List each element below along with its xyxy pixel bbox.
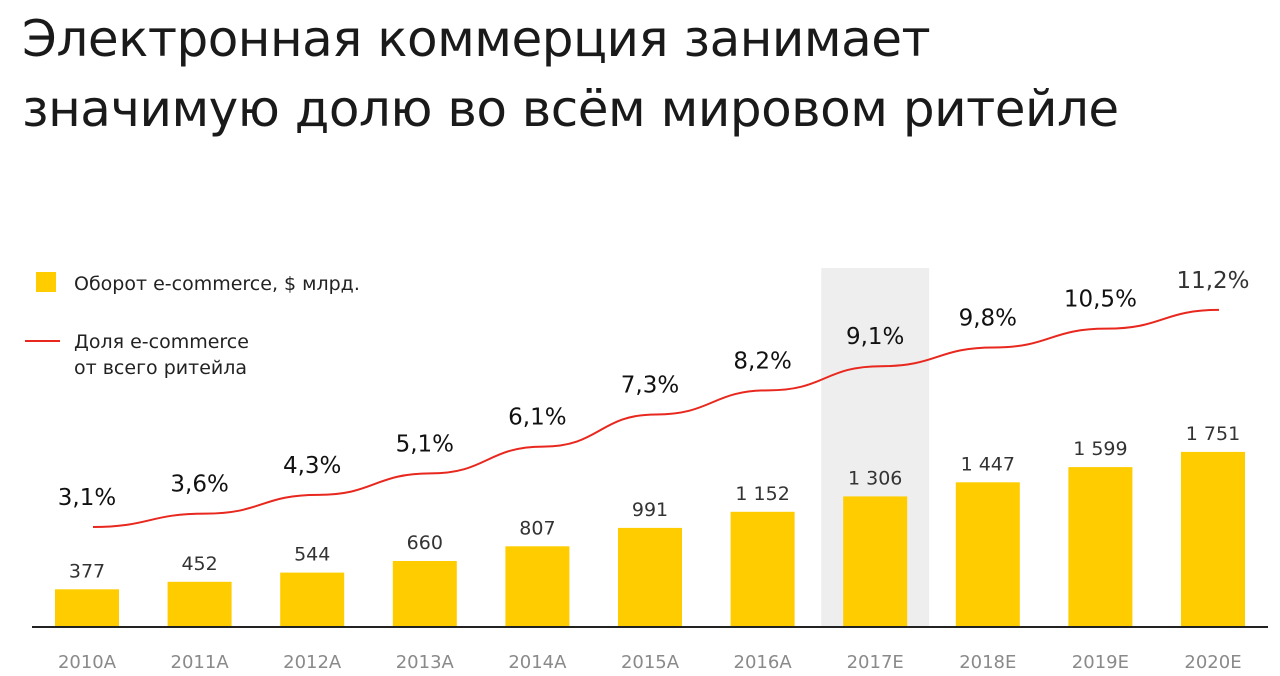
- bar-2012A: [280, 572, 345, 627]
- x-tick-label-2020E: 2020E: [1184, 652, 1241, 673]
- bar-value-label-2013A: 660: [407, 532, 443, 554]
- bar-value-label-2015A: 991: [632, 499, 668, 521]
- bar-value-label-2020E: 1 751: [1186, 423, 1240, 445]
- x-tick-label-2016A: 2016A: [734, 652, 793, 673]
- bar-2011A: [167, 581, 232, 627]
- share-value-label-2011A: 3,6%: [170, 472, 228, 498]
- share-value-label-2018E: 9,8%: [959, 305, 1017, 331]
- x-tick-label-2010A: 2010A: [58, 652, 117, 673]
- page-title-line-1: Электронная коммерция занимает: [22, 10, 931, 68]
- share-value-label-2012A: 4,3%: [283, 453, 341, 479]
- page-title: Электронная коммерция занимает значимую …: [22, 4, 1119, 144]
- share-value-label-2015A: 7,3%: [621, 372, 679, 398]
- x-tick-label-2014A: 2014A: [508, 652, 567, 673]
- bar-2019E: [1068, 467, 1133, 627]
- bar-2014A: [505, 546, 570, 627]
- share-value-label-2010A: 3,1%: [58, 485, 116, 511]
- legend-bar-label: Оборот e-commerce, $ млрд.: [74, 273, 360, 295]
- page-title-line-2: значимую долю во всём мировом ритейле: [22, 80, 1119, 138]
- legend-line-label-1: Доля e-commerce: [74, 331, 249, 353]
- bar-2013A: [392, 561, 457, 627]
- legend-line-label-2: от всего ритейла: [74, 357, 247, 379]
- x-tick-labels: 2010A 2011A 2012A 2013A 2014A 2015A 2016A 2017E…: [58, 652, 1242, 673]
- bar-2018E: [955, 482, 1020, 627]
- x-tick-label-2012A: 2012A: [283, 652, 342, 673]
- x-tick-label-2013A: 2013A: [396, 652, 455, 673]
- x-tick-label-2019E: 2019E: [1072, 652, 1129, 673]
- share-value-label-2020E: 11,2%: [1176, 268, 1249, 294]
- bar-value-label-2016A: 1 152: [735, 483, 789, 505]
- bars: [55, 451, 1245, 627]
- bar-value-labels: 377 452 544 660 807 991 1 152 1 306 1 447 1 599 1 …: [69, 423, 1240, 582]
- share-value-labels: 3,1% 3,6% 4,3% 5,1% 6,1% 7,3% 8,2% 9,1% 9,8% 10,5…: [58, 268, 1250, 511]
- bar-value-label-2014A: 807: [519, 517, 555, 539]
- share-line-group: [92, 308, 1220, 528]
- x-tick-label-2015A: 2015A: [621, 652, 680, 673]
- bar-2020E: [1181, 451, 1245, 627]
- bar-2015A: [618, 527, 682, 627]
- share-line: [92, 308, 1220, 528]
- share-value-label-2014A: 6,1%: [508, 405, 566, 431]
- bar-value-label-2011A: 452: [181, 553, 217, 575]
- bar-2017E: [843, 496, 908, 627]
- bar-value-label-2010A: 377: [69, 560, 105, 582]
- bar-value-label-2017E: 1 306: [848, 467, 902, 489]
- legend-bar-swatch: [36, 272, 56, 292]
- share-value-label-2016A: 8,2%: [733, 348, 791, 374]
- x-tick-label-2018E: 2018E: [959, 652, 1016, 673]
- x-tick-label-2017E: 2017E: [847, 652, 904, 673]
- chart-legend: Оборот e-commerce, $ млрд. Доля e-commer…: [25, 272, 360, 379]
- bar-2010A: [55, 589, 119, 627]
- share-value-label-2013A: 5,1%: [396, 431, 454, 457]
- bar-value-label-2012A: 544: [294, 544, 330, 566]
- bar-value-label-2019E: 1 599: [1073, 438, 1127, 460]
- bar-value-label-2018E: 1 447: [961, 453, 1015, 475]
- x-tick-label-2011A: 2011A: [171, 652, 230, 673]
- share-value-label-2017E: 9,1%: [846, 324, 904, 350]
- bar-2016A: [730, 511, 795, 627]
- share-value-label-2019E: 10,5%: [1064, 287, 1137, 313]
